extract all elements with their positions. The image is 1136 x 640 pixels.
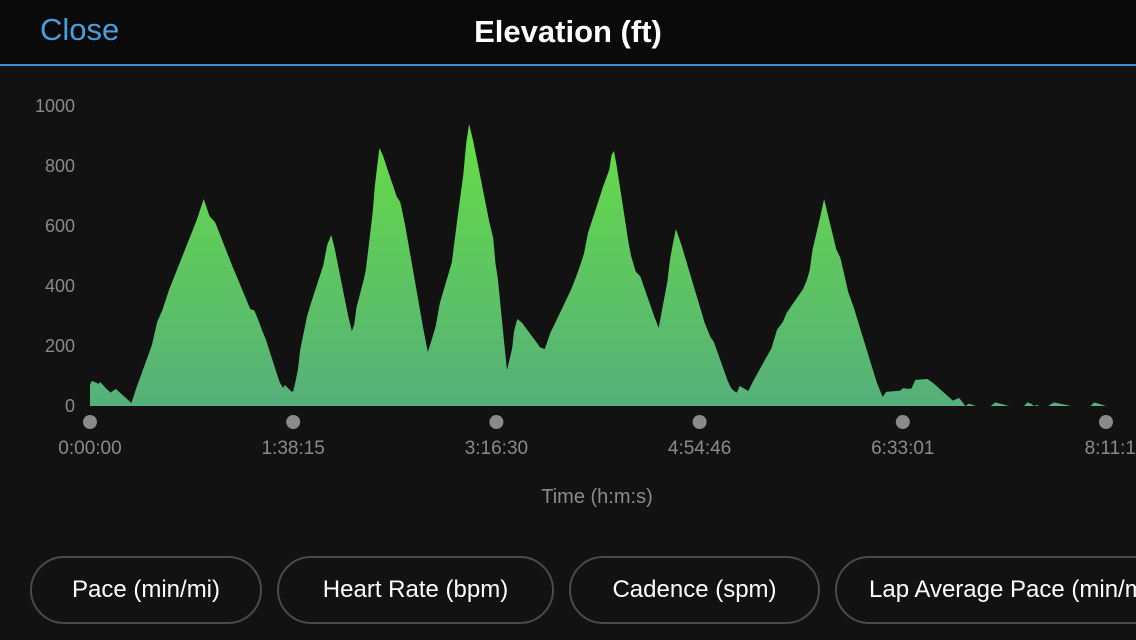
x-tick-label: 1:38:15 [261,438,324,459]
page-title: Elevation (ft) [474,14,662,49]
x-tick-label: 0:00:00 [58,438,121,459]
x-tick-marker[interactable] [1099,415,1113,429]
x-tick-label: 4:54:46 [668,438,731,459]
x-tick-marker[interactable] [83,415,97,429]
y-tick-label: 400 [45,276,75,296]
x-tick-marker[interactable] [489,415,504,429]
y-tick-label: 600 [45,216,75,236]
header-bar: Close Elevation (ft) [0,0,1136,66]
x-tick-label: 6:33:01 [871,438,934,459]
tab-pace-label: Pace (min/mi) [71,576,221,603]
x-tick-marker[interactable] [895,415,910,429]
tab-heart-rate-label: Heart Rate (bpm) [322,576,509,603]
metric-tab-bar: Pace (min/mi) Heart Rate (bpm) Cadence (… [0,556,1136,628]
tab-heart-rate[interactable]: Heart Rate (bpm) [277,556,554,624]
y-tick-label: 800 [45,156,75,176]
tab-cadence-label: Cadence (spm) [612,576,777,603]
elevation-chart: 1000 800 600 400 200 0 0:00:00 1:38:15 3:16:30 4… [35,96,1136,508]
x-tick-marker[interactable] [692,415,707,429]
x-tick-marker[interactable] [286,415,301,429]
y-tick-label: 0 [65,396,75,416]
y-tick-label: 1000 [35,96,75,116]
x-tick-label: 3:16:30 [465,438,528,459]
x-axis-label: Time (h:m:s) [541,486,652,508]
x-tick-label: 8:11:1 [1085,438,1136,459]
elevation-area [90,124,1106,406]
tab-lap-average-pace-label: Lap Average Pace (min/mi) [869,576,1136,603]
close-button[interactable]: Close [40,12,120,47]
y-tick-label: 200 [45,336,75,356]
tab-pace[interactable]: Pace (min/mi) [30,556,262,624]
tab-lap-average-pace[interactable]: Lap Average Pace (min/mi) [835,556,1136,624]
tab-cadence[interactable]: Cadence (spm) [569,556,820,624]
